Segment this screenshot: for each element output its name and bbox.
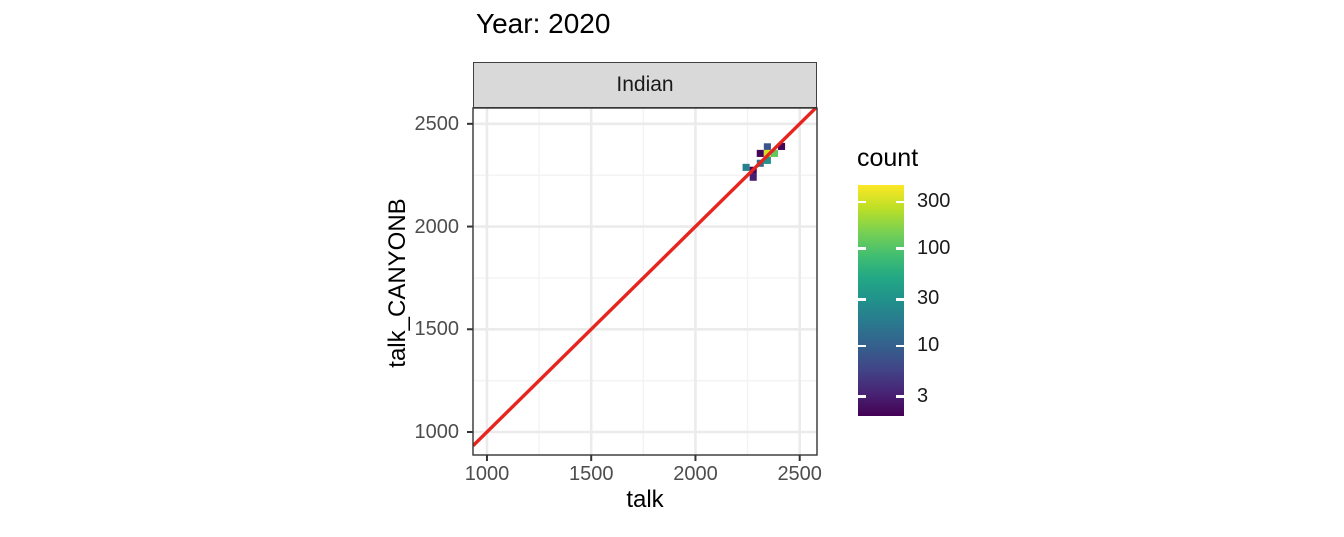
- legend-tick-mark: [896, 247, 904, 250]
- x-tick-label: 1500: [568, 463, 614, 485]
- identity-line: [473, 108, 817, 447]
- legend-tick-mark: [896, 200, 904, 204]
- legend-label: 10: [917, 333, 940, 356]
- y-tick-label: 2000: [414, 215, 460, 238]
- bin-cell: [742, 163, 750, 171]
- grid-major: [473, 108, 817, 455]
- bin-cell: [756, 149, 764, 157]
- y-axis-title: talk_CANYONB: [384, 198, 411, 368]
- bin-cell: [763, 156, 771, 164]
- x-tick-label: 1000: [464, 463, 510, 485]
- legend-title: count: [857, 144, 919, 172]
- y-tick-label: 2500: [414, 112, 460, 135]
- legend-label: 30: [917, 287, 940, 310]
- x-tick-label: 2500: [777, 463, 822, 485]
- legend-label: 3: [917, 384, 929, 407]
- legend-tick-mark: [858, 344, 866, 348]
- legend-tick-mark: [858, 200, 866, 204]
- legend-label: 300: [917, 190, 951, 213]
- legend-tick-mark: [858, 247, 866, 250]
- x-tick-label: 2000: [673, 463, 718, 485]
- bin-cell: [749, 173, 757, 181]
- legend-tick-mark: [858, 395, 866, 398]
- plot-title: Year: 2020: [476, 8, 611, 39]
- panel-border: [472, 107, 818, 456]
- axis-tick-marks: [467, 122, 801, 461]
- bin-cell: [763, 143, 771, 151]
- legend-label: 100: [917, 236, 951, 259]
- legend-tick-mark: [858, 298, 866, 301]
- facet-strip: Indian: [473, 62, 817, 108]
- bin-cell: [778, 142, 786, 150]
- legend-tick-mark: [896, 298, 904, 301]
- x-axis-title: talk: [626, 486, 664, 513]
- y-tick-label: 1000: [414, 420, 460, 443]
- legend-tick-mark: [896, 395, 904, 398]
- bin-cell: [770, 149, 779, 157]
- legend-tick-mark: [896, 344, 904, 348]
- y-tick-label: 1500: [414, 318, 460, 341]
- facet-strip-label: Indian: [616, 73, 674, 96]
